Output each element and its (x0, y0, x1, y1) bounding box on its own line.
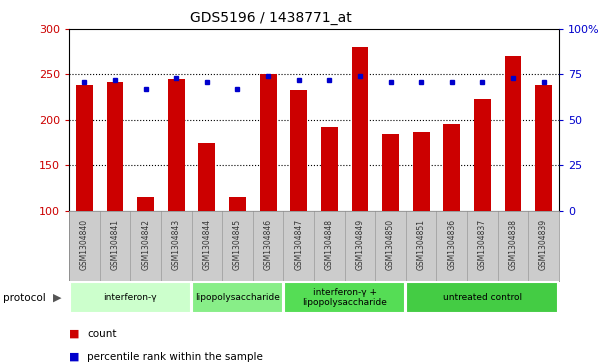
Text: GSM1304851: GSM1304851 (416, 219, 426, 270)
Bar (413, 132, 430, 211)
Bar (229, 197, 246, 211)
Text: GSM1304842: GSM1304842 (141, 219, 150, 270)
Text: count: count (87, 329, 117, 339)
Text: interferon-γ: interferon-γ (103, 293, 157, 302)
Bar (168, 79, 185, 211)
Bar (535, 85, 552, 211)
Text: ▶: ▶ (53, 293, 61, 303)
Text: GSM1304838: GSM1304838 (508, 219, 517, 270)
Text: GSM1304850: GSM1304850 (386, 219, 395, 270)
Text: GSM1304844: GSM1304844 (203, 219, 212, 270)
Bar (106, 82, 123, 211)
Bar (260, 74, 276, 211)
Text: ■: ■ (69, 352, 79, 362)
Text: GSM1304837: GSM1304837 (478, 219, 487, 270)
Text: GDS5196 / 1438771_at: GDS5196 / 1438771_at (189, 11, 352, 25)
Text: lipopolysaccharide: lipopolysaccharide (195, 293, 280, 302)
Bar (192, 282, 283, 313)
Text: GSM1304847: GSM1304847 (294, 219, 304, 270)
Bar (76, 85, 93, 211)
Text: GSM1304843: GSM1304843 (172, 219, 181, 270)
Text: GSM1304846: GSM1304846 (264, 219, 273, 270)
Bar (505, 56, 522, 211)
Bar (70, 282, 191, 313)
Text: percentile rank within the sample: percentile rank within the sample (87, 352, 263, 362)
Bar (352, 47, 368, 211)
Bar (474, 99, 491, 211)
Text: interferon-γ +
lipopolysaccharide: interferon-γ + lipopolysaccharide (302, 288, 387, 307)
Text: GSM1304848: GSM1304848 (325, 219, 334, 270)
Text: GSM1304849: GSM1304849 (355, 219, 364, 270)
Text: untreated control: untreated control (443, 293, 522, 302)
Text: GSM1304836: GSM1304836 (447, 219, 456, 270)
Bar (406, 282, 558, 313)
Text: GSM1304839: GSM1304839 (539, 219, 548, 270)
Bar (321, 127, 338, 211)
Bar (284, 282, 405, 313)
Bar (137, 197, 154, 211)
Bar (290, 90, 307, 211)
Bar (382, 134, 399, 211)
Text: protocol: protocol (3, 293, 46, 303)
Text: GSM1304840: GSM1304840 (80, 219, 89, 270)
Text: GSM1304845: GSM1304845 (233, 219, 242, 270)
Bar (198, 143, 215, 211)
Text: GSM1304841: GSM1304841 (111, 219, 120, 270)
Text: ■: ■ (69, 329, 79, 339)
Bar (444, 124, 460, 211)
